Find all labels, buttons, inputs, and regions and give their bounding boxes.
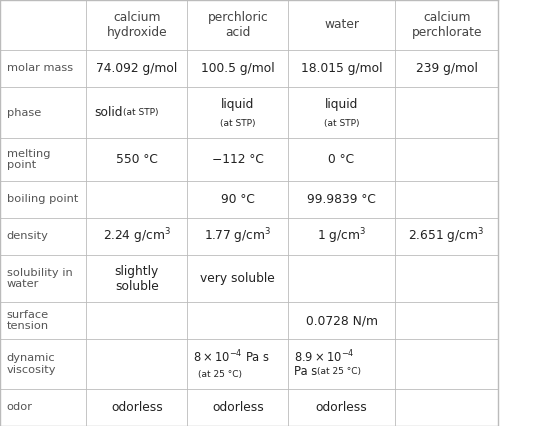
Text: (at STP): (at STP) — [123, 108, 158, 117]
Text: surface
tension: surface tension — [7, 310, 49, 331]
Text: $8.9\times10^{-4}$: $8.9\times10^{-4}$ — [294, 348, 354, 365]
Text: boiling point: boiling point — [7, 194, 78, 204]
Text: 1.77 g/cm$^3$: 1.77 g/cm$^3$ — [204, 226, 271, 246]
Text: calcium
hydroxide: calcium hydroxide — [106, 11, 167, 39]
Text: (at STP): (at STP) — [324, 119, 359, 128]
Text: molar mass: molar mass — [7, 63, 73, 73]
Text: 0 °C: 0 °C — [329, 153, 354, 166]
Text: 99.9839 °C: 99.9839 °C — [307, 193, 376, 206]
Text: (at 25 °C): (at 25 °C) — [198, 371, 242, 380]
Text: soluble: soluble — [115, 280, 159, 294]
Text: 74.092 g/mol: 74.092 g/mol — [96, 62, 177, 75]
Text: Pa s: Pa s — [294, 365, 317, 378]
Text: solid: solid — [94, 106, 123, 119]
Text: −112 °C: −112 °C — [212, 153, 264, 166]
Text: very soluble: very soluble — [200, 272, 275, 285]
Text: phase: phase — [7, 108, 41, 118]
Text: 550 °C: 550 °C — [116, 153, 158, 166]
Text: 1 g/cm$^3$: 1 g/cm$^3$ — [317, 226, 366, 246]
Text: 18.015 g/mol: 18.015 g/mol — [301, 62, 382, 75]
Text: 90 °C: 90 °C — [221, 193, 255, 206]
Text: perchloric
acid: perchloric acid — [207, 11, 268, 39]
Text: melting
point: melting point — [7, 149, 50, 170]
Text: odorless: odorless — [316, 401, 367, 414]
Text: (at 25 °C): (at 25 °C) — [317, 367, 361, 376]
Text: odorless: odorless — [212, 401, 264, 414]
Text: 239 g/mol: 239 g/mol — [416, 62, 478, 75]
Text: $8\times10^{-4}$ Pa s: $8\times10^{-4}$ Pa s — [193, 348, 270, 365]
Text: 2.651 g/cm$^3$: 2.651 g/cm$^3$ — [408, 226, 485, 246]
Text: density: density — [7, 231, 49, 241]
Text: liquid: liquid — [325, 98, 358, 111]
Text: odor: odor — [7, 403, 33, 412]
Text: dynamic
viscosity: dynamic viscosity — [7, 353, 56, 375]
Text: solubility in
water: solubility in water — [7, 268, 72, 289]
Text: 0.0728 N/m: 0.0728 N/m — [306, 314, 377, 327]
Text: slightly: slightly — [115, 265, 159, 278]
Text: 2.24 g/cm$^3$: 2.24 g/cm$^3$ — [103, 226, 171, 246]
Text: (at STP): (at STP) — [220, 119, 256, 128]
Text: water: water — [324, 18, 359, 32]
Text: odorless: odorless — [111, 401, 163, 414]
Text: 100.5 g/mol: 100.5 g/mol — [201, 62, 275, 75]
Text: calcium
perchlorate: calcium perchlorate — [411, 11, 482, 39]
Text: liquid: liquid — [221, 98, 254, 111]
